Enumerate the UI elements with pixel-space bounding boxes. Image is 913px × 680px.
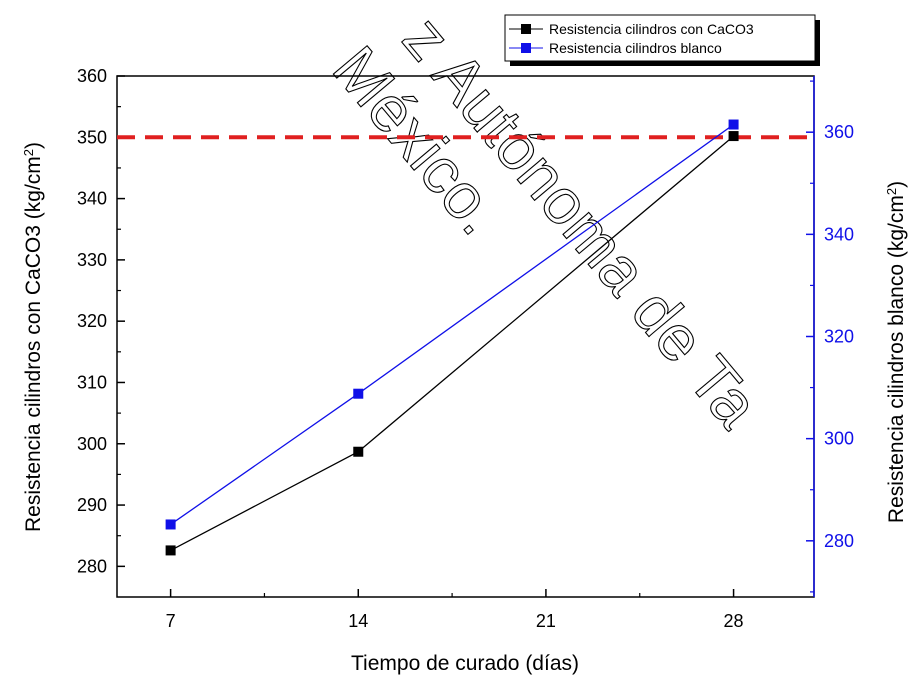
series-1-point xyxy=(353,446,364,457)
y-right-tick-label: 300 xyxy=(824,429,854,449)
y-right-tick-label: 320 xyxy=(824,327,854,347)
y-left-tick-label: 330 xyxy=(77,250,107,270)
y-left-ticks: 280 290 300 310 320 330 340 350 360 xyxy=(77,66,125,576)
x-tick-label: 28 xyxy=(724,611,744,631)
x-axis-title: Tiempo de curado (días) xyxy=(351,652,579,675)
y-right-title-sup: 2 xyxy=(884,188,899,195)
y-left-tick-label: 290 xyxy=(77,495,107,515)
y-right-tick-label: 360 xyxy=(824,122,854,142)
legend-box xyxy=(504,14,816,62)
legend-label-2: Resistencia cilindros blanco xyxy=(549,40,722,56)
y-left-axis-title: Resistencia cilindros con CaCO3 (kg/cm2) xyxy=(21,142,46,532)
y-left-title-main: Resistencia cilindros con CaCO3 (kg/cm xyxy=(22,156,45,532)
series-2-point xyxy=(728,119,739,130)
y-right-tick-label: 340 xyxy=(824,224,854,244)
y-left-title-end: ) xyxy=(22,142,45,149)
series-group xyxy=(165,119,739,556)
y-right-ticks: 280 300 320 340 360 xyxy=(806,80,854,593)
y-right-tick-label: 280 xyxy=(824,531,854,551)
x-tick-label: 14 xyxy=(348,611,368,631)
y-left-tick-label: 280 xyxy=(77,556,107,576)
x-tick-label: 7 xyxy=(166,611,176,631)
y-right-axis-title: Resistencia cilindros blanco (kg/cm2) xyxy=(884,181,909,523)
legend-label-1: Resistencia cilindros con CaCO3 xyxy=(549,21,754,37)
y-left-tick-label: 340 xyxy=(77,189,107,209)
y-left-tick-label: 350 xyxy=(77,127,107,147)
y-left-tick-label: 300 xyxy=(77,434,107,454)
legend-marker-2 xyxy=(521,43,531,53)
legend-marker-1 xyxy=(521,24,531,34)
y-left-tick-label: 320 xyxy=(77,311,107,331)
y-left-tick-label: 310 xyxy=(77,372,107,392)
series-1-point xyxy=(165,545,176,556)
series-2-point xyxy=(353,388,364,399)
y-left-tick-label: 360 xyxy=(77,66,107,86)
legend: Resistencia cilindros con CaCO3 Resisten… xyxy=(504,14,820,66)
series-2-point xyxy=(165,519,176,530)
x-ticks: 7 14 21 28 xyxy=(166,589,744,631)
series-1-point xyxy=(728,131,739,142)
y-right-title-main: Resistencia cilindros blanco (kg/cm xyxy=(885,195,908,523)
y-right-title-end: ) xyxy=(885,181,908,188)
x-tick-label: 21 xyxy=(536,611,556,631)
y-left-title-sup: 2 xyxy=(21,149,36,156)
